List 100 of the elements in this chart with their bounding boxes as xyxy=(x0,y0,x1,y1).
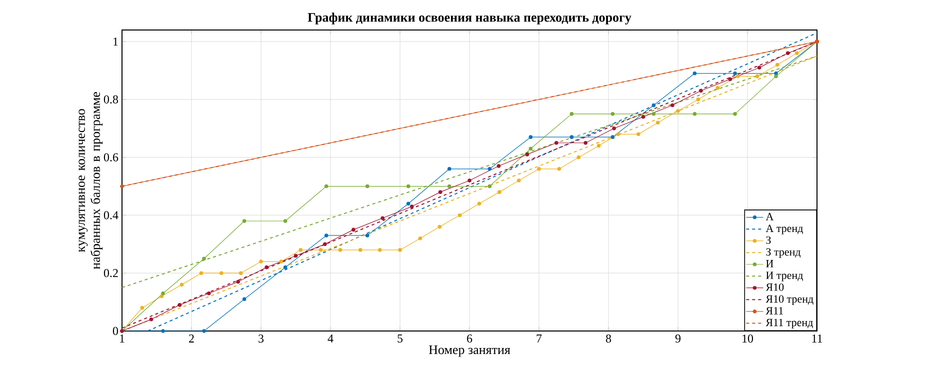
point xyxy=(410,204,414,208)
point xyxy=(736,74,740,78)
x-tick-label: 5 xyxy=(398,334,403,342)
point xyxy=(497,190,502,194)
point xyxy=(610,112,615,116)
point xyxy=(358,248,362,252)
point xyxy=(570,135,574,139)
point xyxy=(554,140,558,145)
point xyxy=(283,219,288,223)
point xyxy=(692,72,697,76)
point xyxy=(199,271,204,275)
y-tick-label: 1 xyxy=(114,38,118,46)
legend-label: Я10 xyxy=(766,283,784,291)
point xyxy=(338,248,342,252)
point xyxy=(380,216,385,220)
point xyxy=(161,329,165,333)
point xyxy=(180,282,184,287)
point xyxy=(670,103,674,108)
point xyxy=(692,112,697,116)
point xyxy=(365,234,370,238)
point xyxy=(496,164,501,168)
point xyxy=(616,132,620,136)
point xyxy=(324,184,328,188)
point xyxy=(488,167,492,171)
point xyxy=(161,291,165,296)
legend-label: И тренд xyxy=(766,272,803,282)
point xyxy=(596,144,601,148)
point xyxy=(236,280,240,284)
legend-label: Я10 тренд xyxy=(766,295,814,305)
point xyxy=(612,126,616,130)
x-tick-label: 3 xyxy=(258,334,264,343)
point xyxy=(279,260,284,264)
point xyxy=(283,265,288,270)
point xyxy=(699,88,703,93)
point xyxy=(528,135,533,139)
point xyxy=(537,167,541,171)
legend-label: Я11 xyxy=(766,307,783,314)
chart-title: График динамики освоения навыка переходить дорогу xyxy=(308,12,632,24)
point xyxy=(570,112,574,116)
point xyxy=(656,120,660,125)
x-tick-label: 4 xyxy=(328,334,334,342)
point xyxy=(516,178,521,182)
legend-label: А xyxy=(766,212,774,220)
point xyxy=(438,190,442,194)
point xyxy=(477,202,482,206)
x-tick-label: 11 xyxy=(812,334,822,342)
point xyxy=(641,114,646,119)
y-tick-label: 0.6 xyxy=(104,153,118,162)
x-tick-label: 8 xyxy=(606,334,612,343)
legend-label: З тренд xyxy=(766,248,801,258)
point xyxy=(242,219,246,223)
y-tick-label: 0 xyxy=(112,326,118,336)
point xyxy=(652,103,656,108)
point xyxy=(202,329,206,333)
point xyxy=(716,86,720,90)
point xyxy=(264,265,268,270)
point xyxy=(149,318,154,322)
x-tick-label: 9 xyxy=(675,334,681,343)
point xyxy=(458,213,462,218)
point xyxy=(652,112,656,116)
point xyxy=(447,184,452,188)
y-tick-label: 0.2 xyxy=(104,269,118,278)
point xyxy=(774,74,778,78)
point xyxy=(178,303,182,307)
point xyxy=(324,234,328,238)
legend-label: З xyxy=(766,236,771,244)
x-axis-title: Номер занятия xyxy=(428,345,510,357)
point xyxy=(294,254,298,258)
point xyxy=(406,202,410,206)
point xyxy=(378,248,382,252)
point xyxy=(755,74,760,78)
point xyxy=(636,132,640,136)
point xyxy=(757,66,762,70)
legend-label: А тренд xyxy=(766,224,803,234)
x-tick-label: 6 xyxy=(467,334,472,343)
point xyxy=(242,297,246,302)
point xyxy=(318,248,323,252)
y-tick-label: 0.8 xyxy=(104,95,118,104)
point xyxy=(438,224,442,229)
point xyxy=(696,98,700,102)
point xyxy=(406,184,410,188)
y-tick-label: 0.4 xyxy=(104,211,118,220)
point xyxy=(352,228,356,232)
point xyxy=(676,109,680,113)
point xyxy=(219,271,224,275)
x-tick-label: 10 xyxy=(742,334,754,343)
point xyxy=(468,178,472,182)
point xyxy=(447,167,452,171)
point xyxy=(794,51,799,56)
point xyxy=(365,184,370,188)
point xyxy=(786,51,790,56)
point xyxy=(774,72,778,76)
point xyxy=(733,72,737,76)
point xyxy=(418,236,422,240)
point xyxy=(488,184,492,188)
x-tick-label: 7 xyxy=(536,334,542,342)
point xyxy=(202,256,206,261)
point xyxy=(728,77,732,82)
legend-label: И xyxy=(766,260,774,268)
point xyxy=(610,135,615,139)
